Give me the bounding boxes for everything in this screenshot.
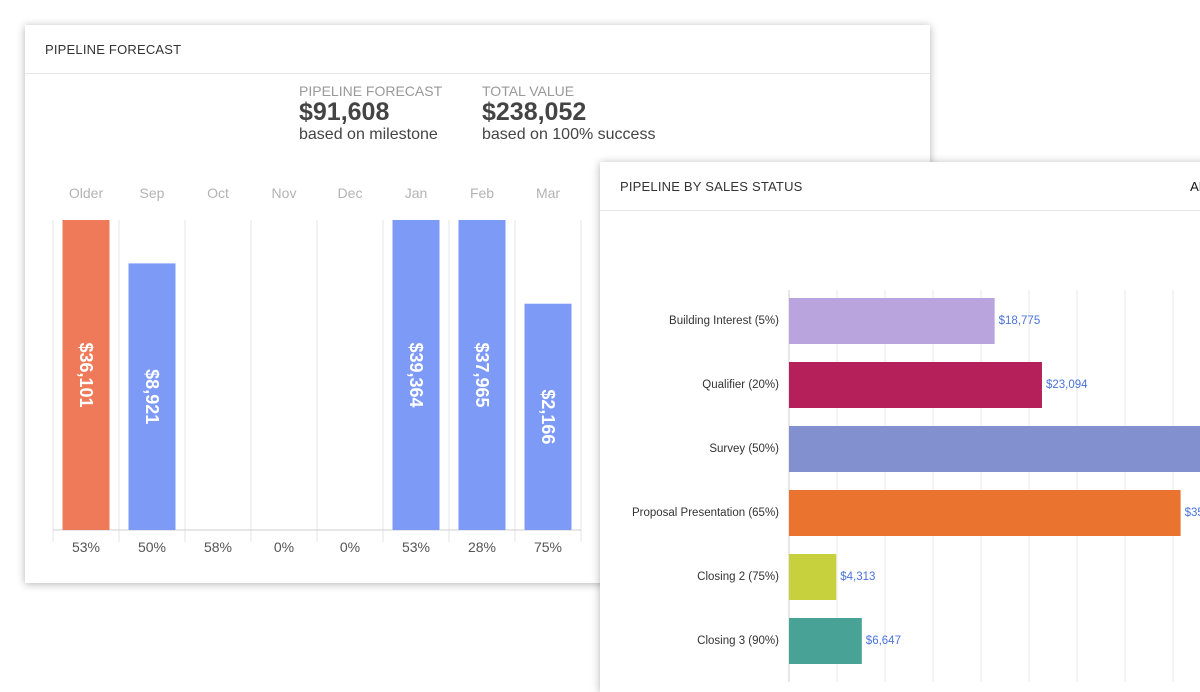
bar-jan bbox=[392, 220, 440, 530]
bar-value-label-building-interest-5: $18,775 bbox=[999, 315, 1041, 327]
percent-label-oct: 58% bbox=[204, 539, 232, 555]
percent-label-dec: 0% bbox=[340, 539, 360, 555]
kpi-value: $91,608 bbox=[299, 98, 390, 126]
category-label-survey-50: Survey (50%) bbox=[709, 443, 779, 455]
category-label-closing-3-90: Closing 3 (90%) bbox=[697, 635, 779, 647]
month-label-older: Older bbox=[69, 185, 104, 201]
month-label-feb: Feb bbox=[470, 185, 494, 201]
kpi-label: PIPELINE FORECAST bbox=[299, 83, 443, 99]
status-bar-chart: Building Interest (5%) $18,775 Qualifier (… bbox=[632, 290, 1200, 682]
kpi-subtext: based on 100% success bbox=[482, 126, 656, 143]
bar-mar bbox=[524, 303, 572, 530]
month-label-sep: Sep bbox=[140, 185, 165, 201]
percent-label-nov: 0% bbox=[274, 539, 294, 555]
percent-label-jan: 53% bbox=[402, 539, 430, 555]
bar-proposal-presentation-65 bbox=[789, 490, 1181, 536]
kpi-pipeline-forecast: PIPELINE FORECAST $91,608 based on miles… bbox=[299, 84, 442, 144]
bar-building-interest-5 bbox=[789, 298, 995, 344]
forecast-bar-chart: Older 53% $36,101 Sep 50% $8,921 Oct 58% Nov 0% De… bbox=[52, 185, 582, 555]
bar-value-label-closing-3-90: $6,647 bbox=[866, 635, 901, 647]
pipeline-by-status-card: PIPELINE BY SALES STATUS AL Building Int… bbox=[600, 162, 1200, 692]
status-filter-dropdown[interactable]: AL bbox=[1190, 179, 1200, 194]
kpi-value: $238,052 bbox=[482, 98, 587, 126]
status-card-header: PIPELINE BY SALES STATUS AL bbox=[600, 162, 1200, 211]
bar-value-label-qualifier-20: $23,094 bbox=[1046, 379, 1088, 391]
bar-closing-3-90 bbox=[789, 618, 862, 664]
bar-value-label-jan: $39,364 bbox=[406, 342, 426, 407]
bar-value-label-feb: $37,965 bbox=[472, 342, 492, 407]
status-card-title: PIPELINE BY SALES STATUS bbox=[620, 179, 803, 194]
category-label-proposal-presentation-65: Proposal Presentation (65%) bbox=[632, 507, 779, 519]
bar-value-label-proposal-presentation-65: $35,751 bbox=[1185, 507, 1200, 519]
month-label-nov: Nov bbox=[272, 185, 297, 201]
bar-qualifier-20 bbox=[789, 362, 1042, 408]
bar-survey-50 bbox=[789, 426, 1200, 472]
bar-value-label-sep: $8,921 bbox=[142, 369, 162, 424]
kpi-total-value: TOTAL VALUE $238,052 based on 100% succe… bbox=[482, 84, 655, 144]
bar-feb bbox=[458, 220, 506, 530]
forecast-card-header: PIPELINE FORECAST bbox=[25, 25, 930, 74]
forecast-card-title: PIPELINE FORECAST bbox=[45, 42, 182, 57]
kpi-label: TOTAL VALUE bbox=[482, 83, 575, 99]
month-label-oct: Oct bbox=[207, 185, 229, 201]
percent-label-feb: 28% bbox=[468, 539, 496, 555]
category-label-closing-2-75: Closing 2 (75%) bbox=[697, 571, 779, 583]
category-label-qualifier-20: Qualifier (20%) bbox=[702, 379, 779, 391]
category-label-building-interest-5: Building Interest (5%) bbox=[669, 315, 779, 327]
kpi-subtext: based on milestone bbox=[299, 126, 438, 143]
bar-value-label-older: $36,101 bbox=[76, 342, 96, 407]
month-label-jan: Jan bbox=[405, 185, 428, 201]
bar-value-label-closing-2-75: $4,313 bbox=[840, 571, 875, 583]
percent-label-mar: 75% bbox=[534, 539, 562, 555]
month-label-mar: Mar bbox=[536, 185, 560, 201]
month-label-dec: Dec bbox=[338, 185, 363, 201]
bar-value-label-mar: $2,166 bbox=[538, 389, 558, 444]
bar-closing-2-75 bbox=[789, 554, 837, 600]
percent-label-older: 53% bbox=[72, 539, 100, 555]
bar-sep bbox=[128, 263, 176, 530]
bar-older bbox=[62, 220, 110, 530]
percent-label-sep: 50% bbox=[138, 539, 166, 555]
